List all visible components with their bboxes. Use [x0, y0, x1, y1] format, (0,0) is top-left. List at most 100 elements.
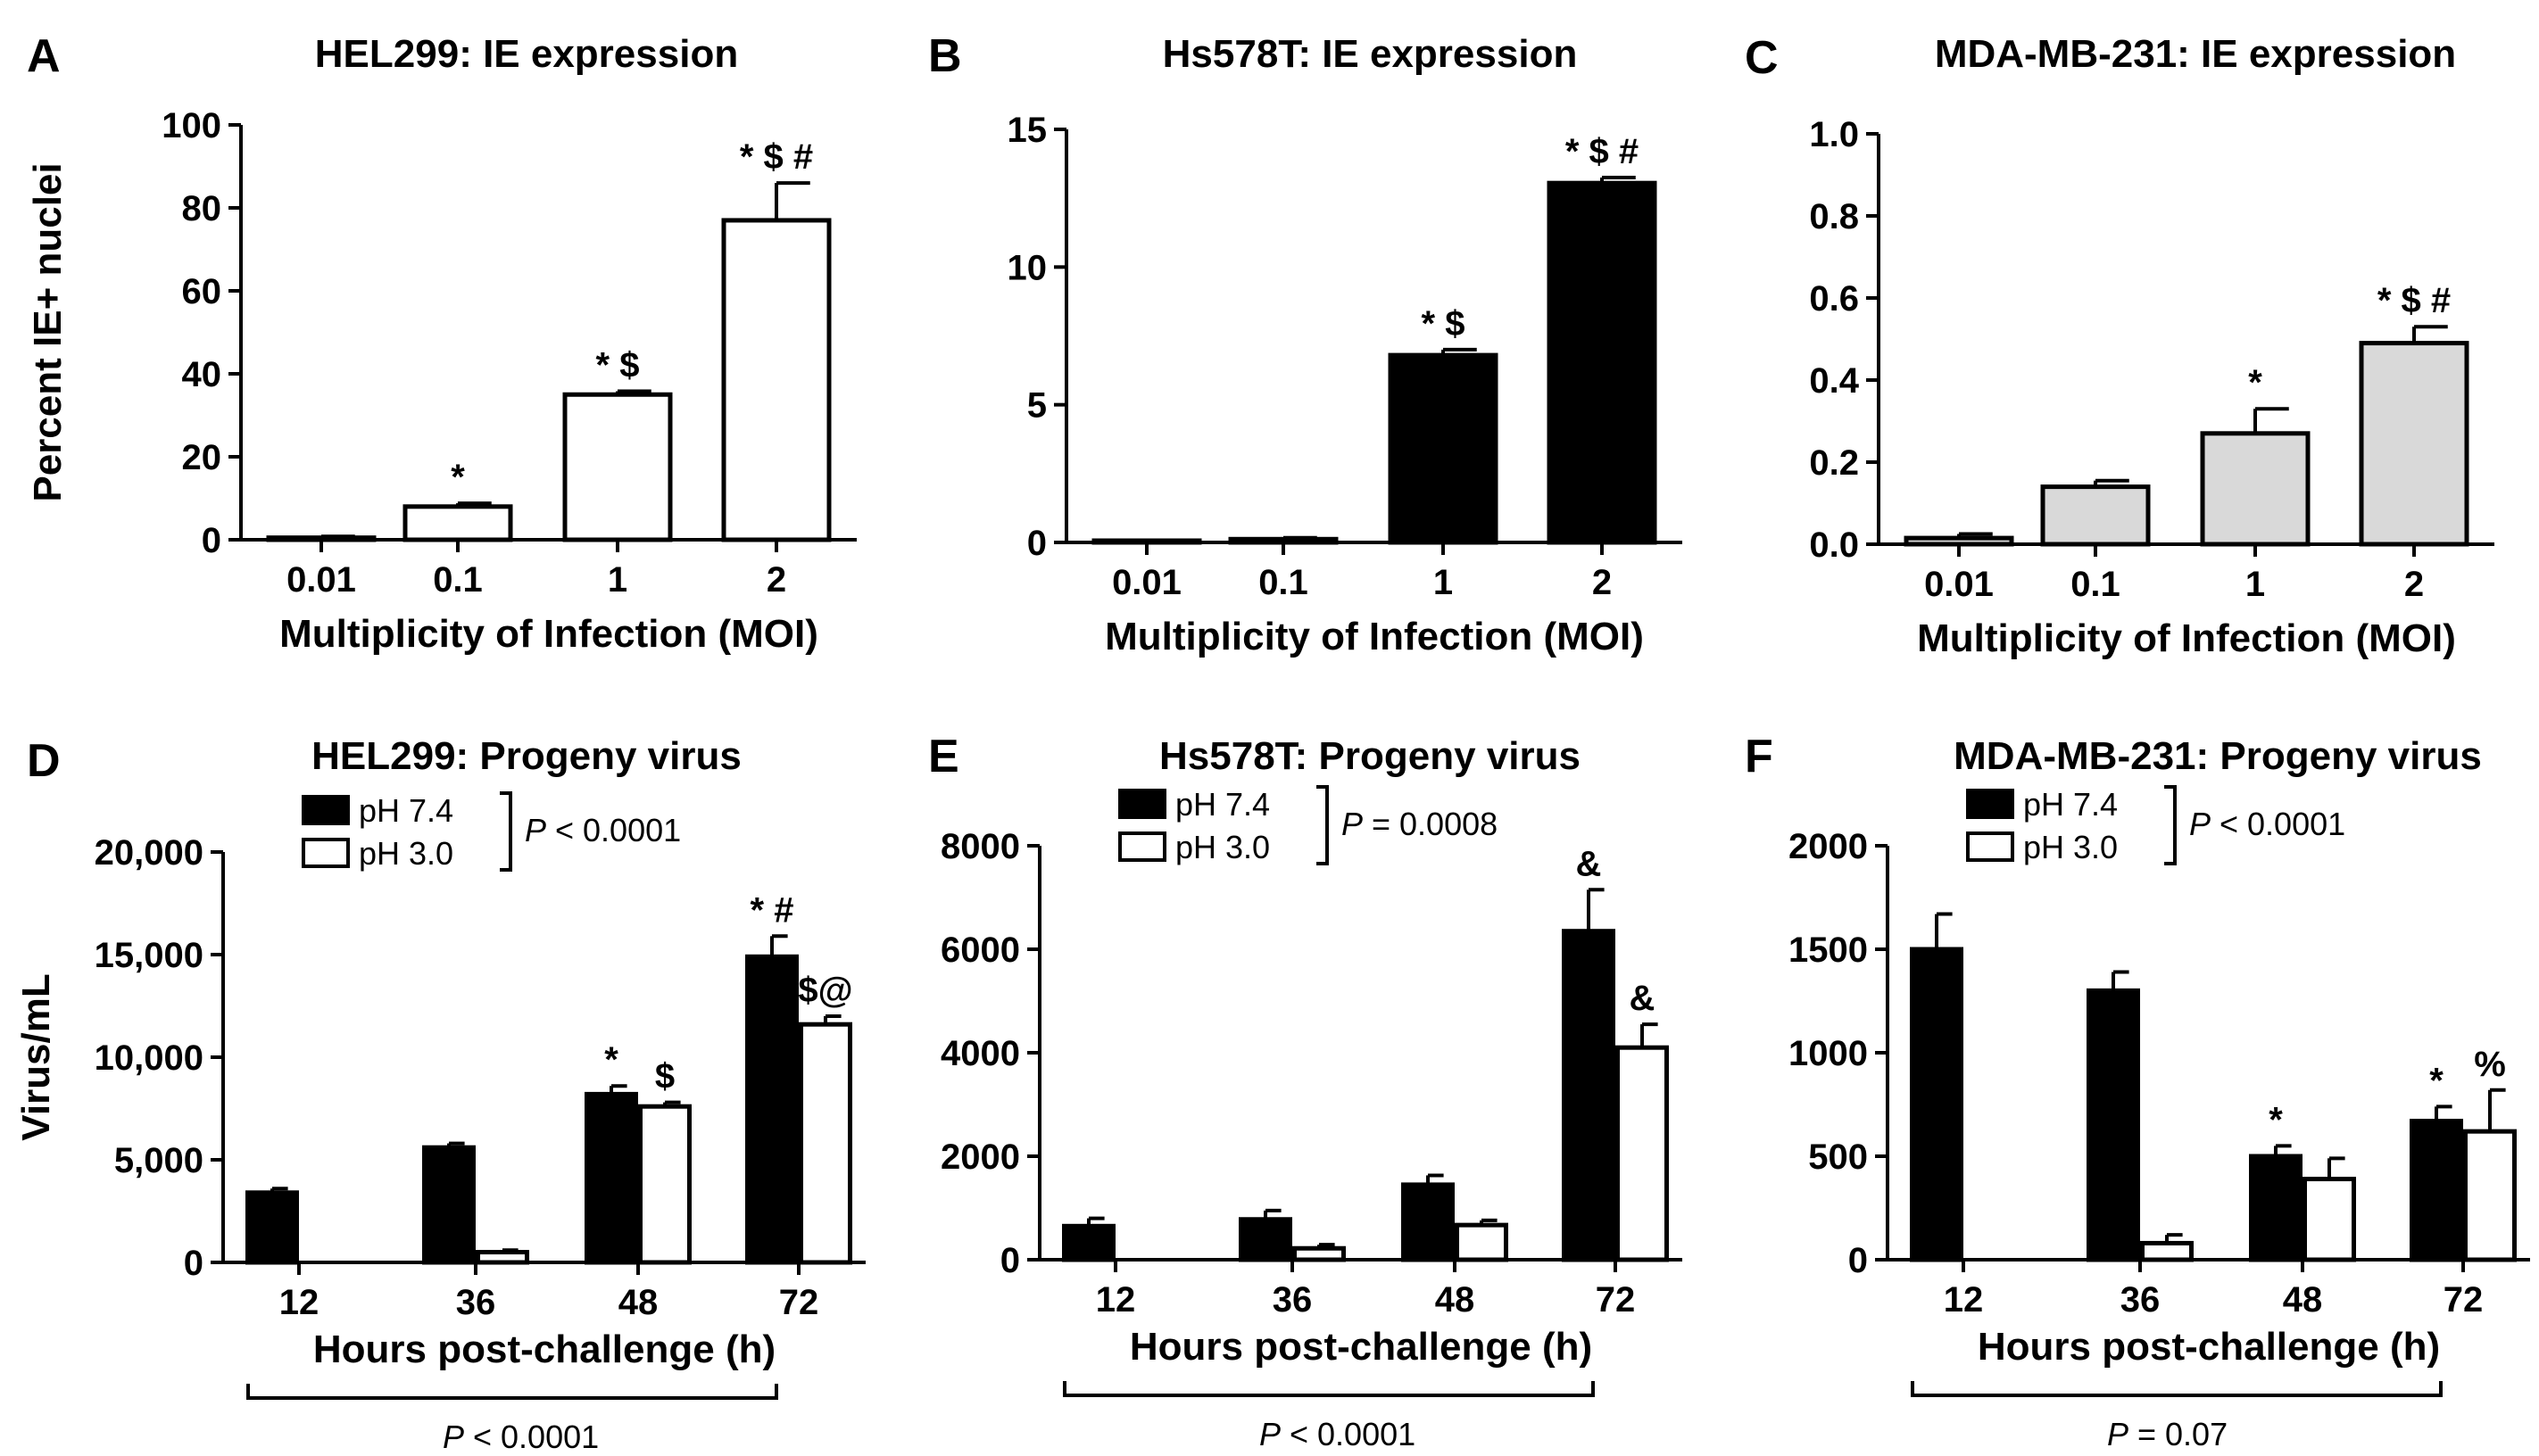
x-tick-label: 2: [1592, 563, 1612, 602]
x-tick-label: 2: [767, 560, 786, 600]
x-tick-label: 1: [1433, 563, 1453, 602]
significance-marker: &: [1576, 844, 1602, 883]
y-tick-label: 5: [1027, 386, 1047, 426]
x-axis-label: Multiplicity of Infection (MOI): [279, 612, 818, 656]
bar: [585, 1091, 638, 1265]
y-tick-label: 40: [182, 355, 222, 394]
x-tick-label: 1: [608, 560, 627, 600]
bottom-p-label: P: [2107, 1416, 2128, 1452]
panel-b: B Hs578T: IE expression 0 5 10 15 0.01 0.1 1 2 Mul…: [928, 30, 1682, 658]
x-tick-label: 0.1: [1258, 563, 1308, 602]
y-tick-label: 6000: [941, 931, 1020, 970]
bar: [476, 1250, 529, 1265]
x-tick-label: 48: [1435, 1280, 1475, 1320]
legend-p-label: P: [525, 812, 546, 848]
bottom-p-label: P: [443, 1419, 464, 1455]
panel-letter: D: [27, 735, 61, 787]
legend-p-value: < 0.0001: [2220, 806, 2345, 842]
x-tick-label: 48: [2283, 1280, 2323, 1320]
significance-marker: $: [655, 1057, 675, 1096]
panel-c: C MDA-MB-231: IE expression 0.0 0.2 0.4 0.6 0.…: [1745, 32, 2494, 660]
legend-p-label: P: [2189, 806, 2211, 842]
legend-bracket: [2164, 785, 2177, 865]
bar: [2410, 1119, 2463, 1262]
significance-marker: %: [2474, 1045, 2506, 1084]
bar: [638, 1104, 692, 1265]
bar: [1547, 180, 1657, 545]
chart-title: MDA-MB-231: IE expression: [1935, 32, 2456, 76]
legend-swatch: [1966, 831, 2014, 862]
x-tick-label: 1: [2245, 565, 2265, 604]
y-tick-label: 1500: [1788, 931, 1868, 970]
y-tick-label: 1000: [1788, 1034, 1868, 1073]
x-tick-label: 0.01: [1924, 565, 1994, 604]
bar: [721, 218, 832, 542]
significance-marker: *: [2248, 363, 2262, 402]
x-tick-label: 72: [2444, 1280, 2484, 1320]
significance-marker: * $: [596, 346, 640, 385]
bottom-bracket: [246, 1384, 778, 1400]
y-tick-label: 100: [162, 106, 221, 145]
bar: [245, 1190, 299, 1265]
significance-marker: * $ #: [740, 137, 813, 177]
legend-label: pH 3.0: [2023, 829, 2118, 865]
x-tick-label: 72: [779, 1283, 819, 1322]
panel-e: E Hs578T: Progeny virus 0 2000 4000 6000 8000 1…: [928, 731, 1682, 1452]
x-tick-label: 0.01: [286, 560, 356, 600]
significance-marker: &: [1630, 979, 1655, 1018]
x-tick-label: 36: [2120, 1280, 2161, 1320]
bar: [1388, 352, 1498, 545]
bar: [2040, 484, 2151, 547]
panel-f: F MDA-MB-231: Progeny virus 0 500 1000 1500 20…: [1745, 731, 2530, 1452]
x-axis-label: Hours post-challenge (h): [1130, 1325, 1592, 1369]
panel-letter: F: [1745, 731, 1773, 782]
y-tick-label: 20: [182, 438, 222, 477]
y-tick-label: 8000: [941, 827, 1020, 866]
y-tick-label: 10,000: [95, 1038, 203, 1078]
x-tick-label: 0.1: [2070, 565, 2120, 604]
legend-label: pH 3.0: [359, 835, 453, 872]
y-tick-label: 0: [1027, 524, 1047, 563]
legend-bracket: [1316, 785, 1329, 865]
bar: [2087, 988, 2140, 1262]
bar: [745, 954, 799, 1265]
bar: [562, 392, 673, 542]
legend-label: pH 7.4: [2023, 786, 2118, 823]
legend-swatch: [302, 795, 350, 825]
bar: [402, 504, 513, 542]
significance-marker: * #: [751, 890, 794, 930]
panel-letter: C: [1745, 32, 1779, 84]
y-tick-label: 0.0: [1809, 525, 1859, 565]
bar: [1228, 536, 1339, 545]
chart-title: Hs578T: Progeny virus: [1159, 734, 1581, 778]
x-tick-label: 2: [2404, 565, 2424, 604]
y-tick-label: 0.2: [1809, 443, 1859, 483]
bar: [1910, 947, 1963, 1262]
y-tick-label: 0.8: [1809, 197, 1859, 236]
y-tick-label: 0.4: [1809, 361, 1859, 401]
significance-marker: $@: [798, 971, 852, 1010]
significance-marker: *: [451, 458, 465, 497]
significance-marker: *: [2429, 1061, 2444, 1100]
y-tick-label: 500: [1808, 1138, 1868, 1177]
bottom-p-value: < 0.0001: [473, 1419, 599, 1455]
bar: [1615, 1045, 1669, 1262]
y-tick-label: 1.0: [1809, 115, 1859, 154]
bar: [2200, 431, 2311, 547]
x-tick-label: 0.1: [433, 560, 483, 600]
x-tick-label: 72: [1596, 1280, 1636, 1320]
bottom-bracket: [1911, 1381, 2443, 1397]
chart-title: HEL299: Progeny virus: [311, 734, 742, 778]
bar: [1062, 1223, 1116, 1262]
significance-marker: *: [604, 1040, 618, 1080]
significance-marker: * $ #: [2377, 281, 2451, 320]
x-tick-label: 0.01: [1112, 563, 1182, 602]
bar: [2140, 1240, 2194, 1262]
bar: [2303, 1177, 2356, 1262]
x-tick-label: 36: [456, 1283, 496, 1322]
y-axis-label: Percent IE+ nuclei: [26, 162, 70, 501]
bottom-p-label: P: [1259, 1416, 1281, 1452]
y-tick-label: 0: [184, 1244, 203, 1283]
bottom-p-value: < 0.0001: [1290, 1416, 1415, 1452]
